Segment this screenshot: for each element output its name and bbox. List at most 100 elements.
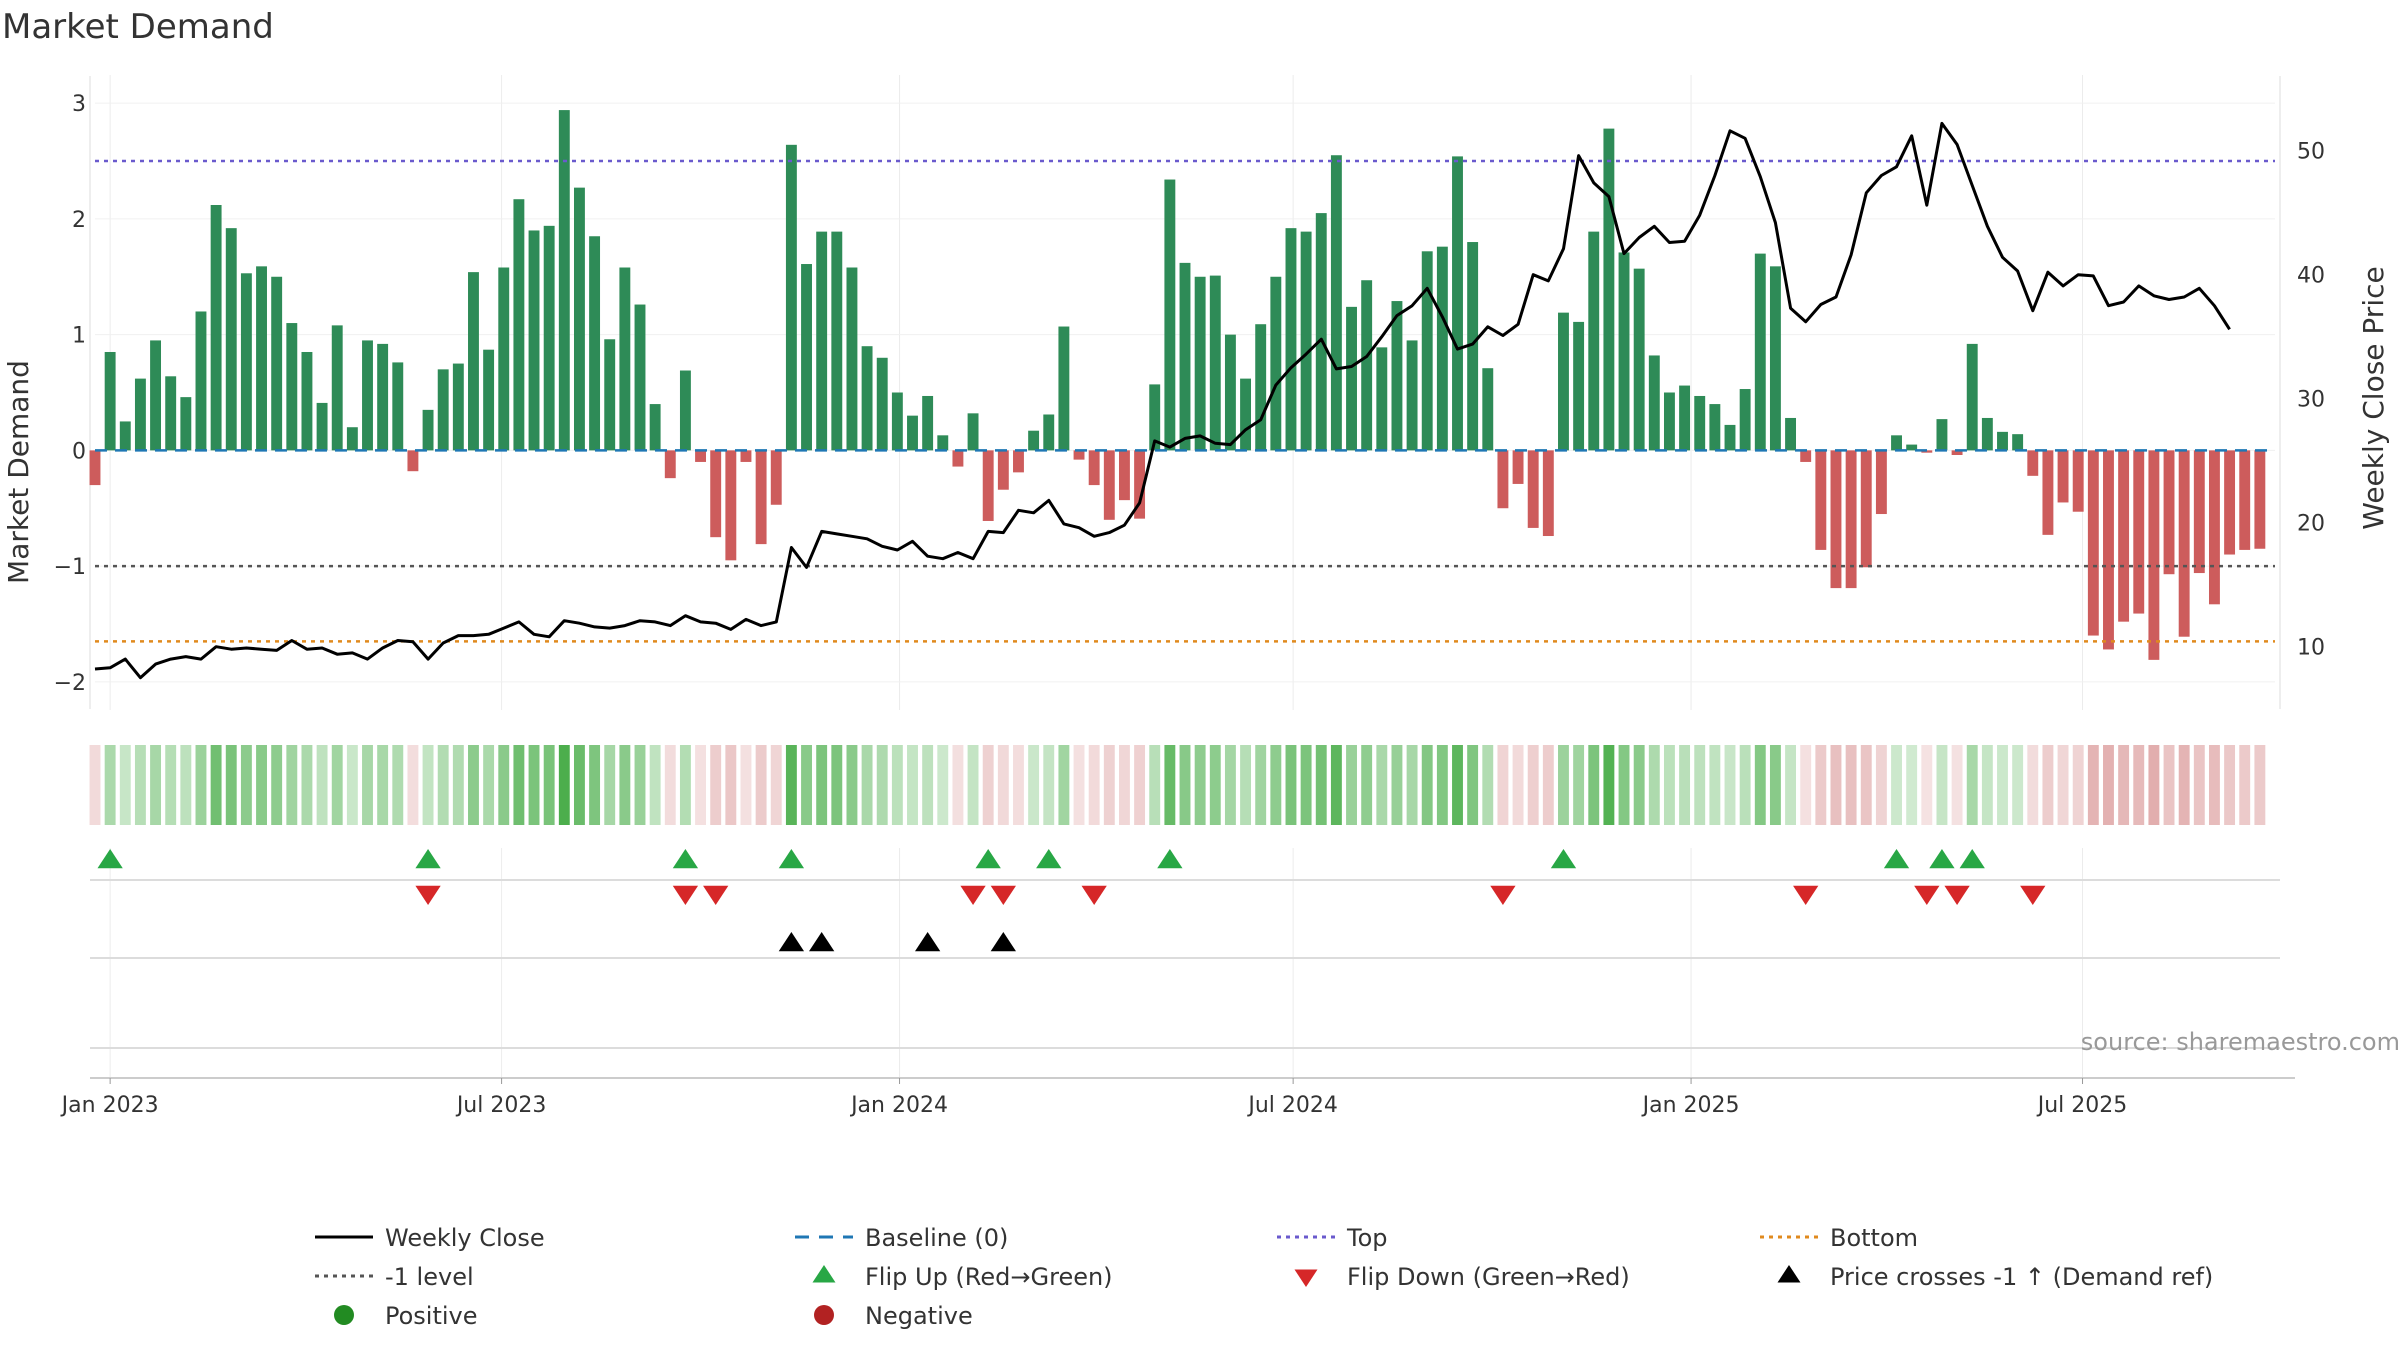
flip-down-marker xyxy=(1914,885,1940,905)
heat-cell xyxy=(558,745,570,825)
demand-bar xyxy=(1436,246,1448,451)
flip-down-marker xyxy=(672,885,699,905)
legend-label: Flip Down (Green→Red) xyxy=(1347,1263,1630,1291)
heat-cell xyxy=(1361,745,1373,825)
demand-bar xyxy=(2133,450,2145,614)
demand-bar xyxy=(407,450,419,472)
heat-cell xyxy=(740,745,752,825)
heat-cell xyxy=(1194,745,1206,825)
legend-item: Flip Up (Red→Green) xyxy=(812,1263,1113,1291)
demand-bar xyxy=(1618,252,1630,451)
demand-bar xyxy=(1482,368,1494,451)
heat-cell xyxy=(1679,745,1691,825)
demand-bar xyxy=(1013,450,1024,473)
demand-bar xyxy=(1800,450,1812,462)
heat-cell xyxy=(150,745,162,825)
grid xyxy=(89,75,2295,1079)
heat-cell xyxy=(89,745,101,825)
heat-cell xyxy=(2239,745,2251,825)
demand-bar xyxy=(180,397,192,451)
heat-cell xyxy=(1088,745,1100,825)
flip-up-marker xyxy=(1550,849,1577,869)
heat-cell xyxy=(937,745,949,825)
weekly-close-line xyxy=(94,121,2231,680)
heat-cell xyxy=(816,745,828,825)
heat-cell xyxy=(1558,745,1569,825)
demand-bar xyxy=(1315,213,1327,451)
y-ticks: 3 2 1 0 −1 −2 xyxy=(54,92,86,696)
legend-label: Negative xyxy=(865,1302,973,1330)
demand-bar xyxy=(952,450,964,467)
flip-down-marker xyxy=(960,885,986,905)
heat-cell xyxy=(1179,745,1191,825)
y2-axis-label: Weekly Close Price xyxy=(2357,266,2390,529)
demand-bar xyxy=(876,357,888,451)
heat-cell xyxy=(362,745,373,825)
heat-cell xyxy=(725,745,737,825)
demand-bar xyxy=(1179,262,1191,451)
heat-cell xyxy=(301,745,313,825)
heat-cell xyxy=(2193,745,2205,825)
heat-cell xyxy=(664,745,676,825)
flip-up-marker xyxy=(97,849,123,869)
demand-bar xyxy=(331,325,343,451)
legend-item: Price crosses -1 ↑ (Demand ref) xyxy=(1777,1263,2213,1291)
demand-bar xyxy=(2103,450,2114,650)
x-tick-label: Jul 2024 xyxy=(1246,1093,1338,1118)
demand-bar xyxy=(649,404,661,451)
heat-cell xyxy=(2072,745,2084,825)
y2-ticks: 50 40 30 20 10 xyxy=(2297,140,2325,661)
heat-cell xyxy=(392,745,404,825)
heat-cell xyxy=(2254,745,2266,825)
heat-cell xyxy=(2163,745,2175,825)
signal-markers xyxy=(97,849,2046,952)
heat-cell xyxy=(1891,745,1902,825)
heat-cell xyxy=(1785,745,1797,825)
demand-bar xyxy=(89,450,101,486)
heat-cell xyxy=(755,745,767,825)
y-tick-label: 3 xyxy=(72,92,86,117)
demand-bar xyxy=(1694,395,1706,451)
demand-bar xyxy=(2208,450,2220,605)
flip-up-marker xyxy=(975,849,1001,869)
demand-bar xyxy=(1421,251,1433,451)
demand-bar xyxy=(1891,435,1902,451)
legend-label: Bottom xyxy=(1830,1224,1918,1252)
demand-bar xyxy=(2254,450,2266,549)
y2-tick-label: 30 xyxy=(2297,388,2325,413)
y-tick-label: 2 xyxy=(72,208,86,233)
heat-cell xyxy=(452,745,464,825)
demand-bar xyxy=(1134,450,1146,519)
demand-bar xyxy=(1300,231,1312,451)
heat-cell xyxy=(1149,745,1161,825)
demand-bar xyxy=(1785,417,1797,451)
legend-label: Flip Up (Red→Green) xyxy=(865,1263,1113,1291)
heat-cell xyxy=(134,745,146,825)
legend-swatch xyxy=(812,1265,836,1283)
demand-bar xyxy=(1997,431,2008,451)
legend-item: Negative xyxy=(814,1302,973,1330)
demand-bar xyxy=(316,402,328,451)
demand-bar xyxy=(1830,450,1842,589)
heat-cell xyxy=(407,745,419,825)
heat-cell xyxy=(1391,745,1403,825)
heat-cell xyxy=(1542,745,1554,825)
demand-bar xyxy=(997,450,1009,490)
demand-bar xyxy=(1028,430,1040,451)
demand-bar xyxy=(1209,275,1221,451)
demand-bar xyxy=(104,351,116,451)
heat-cell xyxy=(225,745,237,825)
heat-cell xyxy=(1315,745,1327,825)
heat-cell xyxy=(1013,745,1024,825)
flip-up-marker xyxy=(1929,849,1955,869)
heat-cell xyxy=(952,745,964,825)
heat-cell xyxy=(2027,745,2039,825)
heat-cell xyxy=(982,745,994,825)
demand-bar xyxy=(1346,306,1357,451)
heat-cell xyxy=(119,745,131,825)
demand-bar xyxy=(513,199,525,451)
demand-bar xyxy=(2163,450,2175,575)
demand-bar xyxy=(2012,434,2024,451)
demand-bar xyxy=(967,413,979,451)
x-tick-label: Jul 2025 xyxy=(2036,1093,2128,1118)
